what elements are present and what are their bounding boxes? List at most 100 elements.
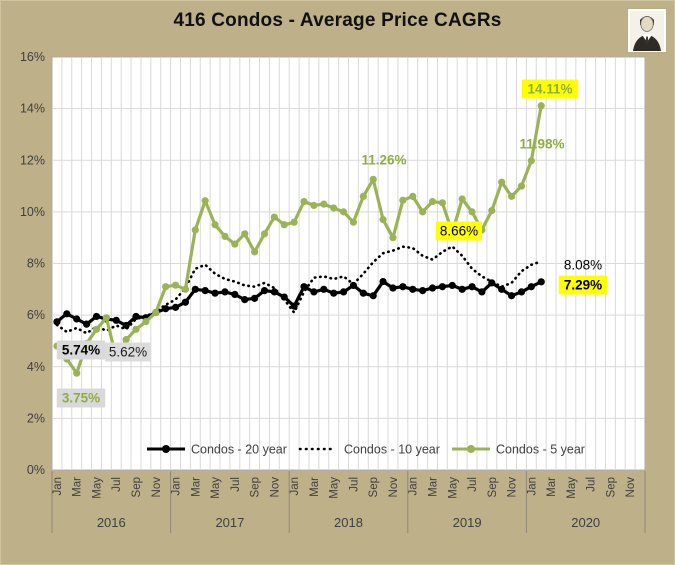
chart-title: 416 Condos - Average Price CAGRs bbox=[173, 10, 502, 31]
data-label-text: 11.26% bbox=[361, 153, 406, 168]
data-point-marker bbox=[162, 283, 170, 291]
data-label-text: 11.98% bbox=[519, 137, 564, 152]
data-point-marker bbox=[320, 200, 328, 208]
month-tick-label: Jul bbox=[586, 477, 598, 492]
portrait-man-icon bbox=[630, 10, 664, 51]
month-tick-label: Jul bbox=[348, 477, 360, 492]
data-point-marker bbox=[191, 226, 199, 234]
month-tick-label: May bbox=[91, 477, 103, 499]
data-point-marker bbox=[468, 283, 476, 291]
data-label: 8.66% bbox=[436, 221, 482, 241]
data-label: 7.29% bbox=[558, 275, 608, 295]
data-point-marker bbox=[527, 283, 535, 291]
data-label: 14.11% bbox=[521, 79, 579, 99]
month-tick-label: Mar bbox=[309, 477, 321, 497]
month-tick-label: May bbox=[329, 477, 341, 499]
data-point-marker bbox=[181, 298, 190, 306]
data-point-marker bbox=[53, 318, 61, 326]
month-tick-label: Jul bbox=[111, 477, 123, 492]
legend-label: Condos - 10 year bbox=[344, 443, 440, 457]
data-point-marker bbox=[428, 197, 437, 206]
data-point-marker bbox=[201, 197, 209, 205]
legend-item: Condos - 5 year bbox=[452, 443, 585, 457]
month-tick-label: Sep bbox=[131, 477, 143, 497]
month-tick-label: May bbox=[566, 477, 578, 499]
month-tick-label: Sep bbox=[605, 477, 617, 497]
data-label-text: 14.11% bbox=[527, 82, 572, 97]
data-point-marker bbox=[438, 283, 446, 291]
data-point-marker bbox=[63, 310, 71, 318]
data-point-marker bbox=[260, 230, 269, 238]
legend-item: Condos - 20 year bbox=[147, 443, 287, 457]
data-point-marker bbox=[409, 285, 417, 293]
series-condos-10-year bbox=[55, 244, 543, 335]
data-point-marker bbox=[221, 232, 229, 240]
data-label: 3.75% bbox=[56, 388, 106, 408]
data-point-marker bbox=[191, 285, 199, 293]
y-tick-label: 0% bbox=[27, 463, 45, 477]
data-label: 5.74% bbox=[56, 340, 106, 360]
month-tick-label: May bbox=[447, 477, 459, 499]
data-point-marker bbox=[221, 288, 229, 296]
data-point-marker bbox=[498, 285, 506, 293]
data-label: 11.98% bbox=[519, 137, 564, 152]
data-point-marker bbox=[92, 325, 101, 333]
data-point-marker bbox=[458, 285, 466, 293]
data-point-marker bbox=[73, 315, 81, 323]
series-condos-20-year bbox=[53, 277, 545, 330]
data-point-marker bbox=[478, 288, 486, 296]
data-point-marker bbox=[122, 336, 130, 344]
data-point-marker bbox=[251, 294, 259, 302]
y-tick-label: 8% bbox=[27, 257, 45, 271]
month-tick-label: Jul bbox=[467, 477, 479, 492]
year-label: 2018 bbox=[334, 515, 363, 530]
data-point-marker bbox=[330, 289, 338, 297]
data-point-marker bbox=[181, 285, 190, 293]
data-label-bg bbox=[436, 221, 482, 241]
data-point-marker bbox=[132, 325, 140, 333]
data-point-marker bbox=[300, 197, 308, 206]
y-tick-label: 4% bbox=[27, 360, 45, 374]
series-line bbox=[55, 244, 543, 335]
data-point-marker bbox=[527, 157, 535, 165]
data-point-marker bbox=[507, 192, 516, 200]
data-point-marker bbox=[468, 208, 476, 216]
data-label: 11.26% bbox=[361, 153, 406, 168]
month-tick-label: Nov bbox=[151, 477, 163, 498]
month-tick-label: May bbox=[210, 477, 222, 499]
legend: Condos - 20 year Condos - 10 year Condos -… bbox=[147, 443, 585, 457]
data-point-marker bbox=[507, 292, 516, 300]
legend-marker bbox=[467, 445, 475, 453]
y-tick-label: 16% bbox=[20, 50, 45, 64]
data-point-marker bbox=[389, 234, 397, 242]
data-point-marker bbox=[171, 303, 180, 311]
data-point-marker bbox=[152, 308, 160, 317]
data-label-text: 5.62% bbox=[109, 345, 147, 360]
data-label-text: 7.29% bbox=[564, 278, 602, 293]
data-point-marker bbox=[458, 195, 466, 203]
month-tick-label: Sep bbox=[368, 477, 380, 497]
data-point-marker bbox=[280, 221, 288, 229]
month-tick-label: Mar bbox=[428, 477, 440, 497]
x-axis-labels: Jan Mar May Jul Sep Nov 2016 Jan Mar May Jul Sep Nov… bbox=[51, 471, 646, 533]
y-axis-labels: 0% 2% 4% 6% 8% 10% 12% 14% 16% bbox=[20, 50, 45, 477]
month-tick-label: Nov bbox=[625, 477, 637, 498]
data-point-marker bbox=[517, 182, 526, 190]
data-point-marker bbox=[359, 289, 367, 297]
month-tick-label: Nov bbox=[269, 477, 281, 498]
data-point-marker bbox=[359, 192, 367, 200]
month-tick-label: Sep bbox=[487, 477, 499, 497]
data-point-marker bbox=[428, 284, 437, 292]
y-tick-label: 10% bbox=[20, 205, 45, 219]
data-label-bg bbox=[521, 79, 579, 99]
data-point-marker bbox=[438, 199, 446, 207]
data-label-text: 8.08% bbox=[564, 258, 602, 273]
month-tick-label: Nov bbox=[507, 477, 519, 498]
year-label: 2016 bbox=[97, 515, 126, 530]
year-label: 2017 bbox=[215, 515, 244, 530]
data-label: 8.08% bbox=[564, 258, 602, 273]
data-point-marker bbox=[498, 178, 506, 186]
data-point-marker bbox=[290, 218, 298, 226]
month-tick-label: Jan bbox=[408, 477, 420, 496]
data-point-marker bbox=[241, 296, 249, 304]
